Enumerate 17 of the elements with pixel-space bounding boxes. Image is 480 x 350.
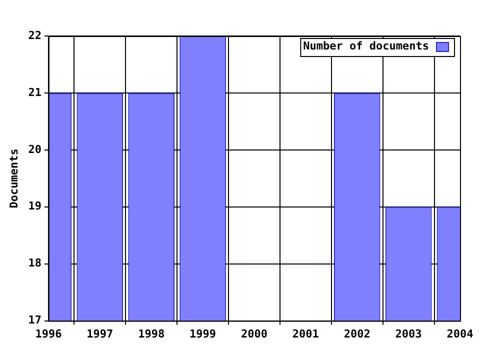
- x-tick-label: 2000: [240, 327, 268, 340]
- x-tick-label: 1996: [35, 327, 62, 340]
- x-tick-label: 2002: [344, 327, 370, 340]
- x-tick-label: 1997: [86, 327, 114, 340]
- y-axis-title: Documents: [7, 148, 20, 208]
- y-tick-label: 19: [28, 200, 42, 213]
- legend-label: Number of documents: [303, 39, 430, 52]
- x-tick-label: 2001: [292, 327, 320, 340]
- y-tick-label: 22: [28, 28, 42, 42]
- y-tick-label: 17: [28, 314, 42, 327]
- x-tick-label: 1999: [190, 327, 216, 340]
- y-tick-label: 21: [28, 86, 42, 99]
- x-tick-label: 2003: [395, 327, 422, 340]
- y-tick-label: 18: [28, 256, 42, 270]
- x-tick-label: 1998: [138, 327, 165, 340]
- y-tick-label: 20: [28, 142, 42, 156]
- x-tick-label: 2004: [446, 327, 474, 340]
